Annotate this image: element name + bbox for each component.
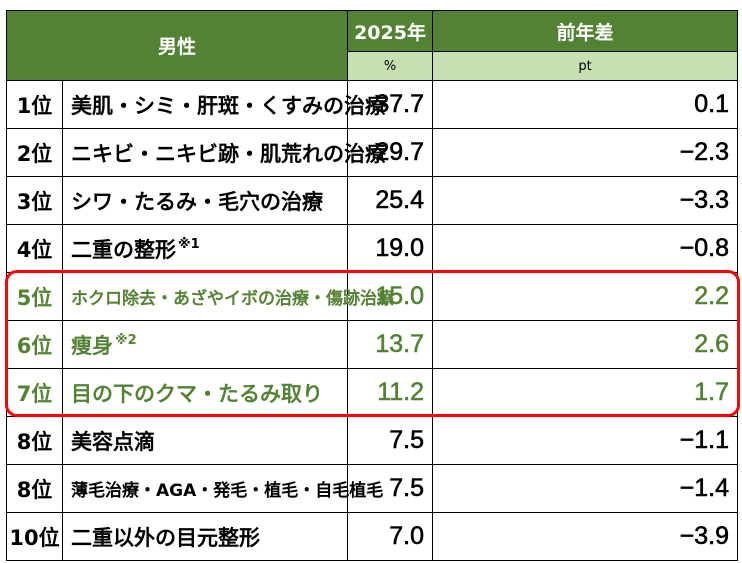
item-label: シワ・たるみ・毛穴の治療 <box>71 189 323 214</box>
item-label: 二重の整形 <box>71 237 176 262</box>
table-row: 8位 薄毛治療・AGA・発毛・植毛・自毛植毛 7.5 −1.4 <box>6 464 739 513</box>
rank: 2位 <box>6 128 63 177</box>
footnote-mark: ※1 <box>178 236 200 252</box>
rank: 5位 <box>6 272 63 321</box>
header-title: 男性 <box>5 10 349 81</box>
unit-percent: % <box>347 51 434 81</box>
value-diff: 0.1 <box>432 80 739 129</box>
value-diff: −3.9 <box>432 512 739 561</box>
ranking-table: 男性 2025年 前年差 % pt 1位 美肌・シミ・肝斑・くすみの治療 37.… <box>5 10 739 561</box>
rank: 1位 <box>6 80 63 129</box>
value-diff: 2.2 <box>432 272 739 321</box>
item-label: 美肌・シミ・肝斑・くすみの治療 <box>71 93 386 118</box>
value-diff: −0.8 <box>432 224 739 273</box>
rank: 4位 <box>6 224 63 273</box>
item-name: 美肌・シミ・肝斑・くすみの治療 <box>61 80 386 129</box>
table-row: 10位 二重以外の目元整形 7.0 −3.9 <box>6 512 739 561</box>
rank: 7位 <box>6 368 63 417</box>
value-diff: 2.6 <box>432 320 739 369</box>
value-2025: 25.4 <box>347 176 434 225</box>
item-name: 薄毛治療・AGA・発毛・植毛・自毛植毛 <box>61 464 383 513</box>
header-year: 2025年 <box>347 10 434 52</box>
value-2025: 19.0 <box>347 224 434 273</box>
item-label: 二重以外の目元整形 <box>71 525 260 550</box>
value-diff: −1.4 <box>432 464 739 513</box>
value-2025: 7.0 <box>347 512 434 561</box>
item-name: ニキビ・ニキビ跡・肌荒れの治療 <box>61 128 386 177</box>
value-2025: 13.7 <box>347 320 434 369</box>
table-row: 7位 目の下のクマ・たるみ取り 11.2 1.7 <box>6 368 739 417</box>
footnote-mark: ※2 <box>115 332 137 348</box>
item-name: シワ・たるみ・毛穴の治療 <box>61 176 349 225</box>
value-diff: −3.3 <box>432 176 739 225</box>
value-2025: 11.2 <box>347 368 434 417</box>
item-label: 薄毛治療・AGA・発毛・植毛・自毛植毛 <box>71 481 384 501</box>
value-diff: 1.7 <box>432 368 739 417</box>
table-row: 3位 シワ・たるみ・毛穴の治療 25.4 −3.3 <box>6 176 739 225</box>
item-name: ホクロ除去・あざやイボの治療・傷跡治療 <box>61 272 394 321</box>
header-diff: 前年差 <box>432 10 739 52</box>
rank: 8位 <box>6 464 63 513</box>
rank: 8位 <box>6 416 63 465</box>
item-name: 目の下のクマ・たるみ取り <box>61 368 349 417</box>
table-row: 8位 美容点滴 7.5 −1.1 <box>6 416 739 465</box>
table-row: 1位 美肌・シミ・肝斑・くすみの治療 37.7 0.1 <box>6 80 739 129</box>
item-name: 美容点滴 <box>61 416 349 465</box>
value-diff: −1.1 <box>432 416 739 465</box>
table-row: 2位 ニキビ・ニキビ跡・肌荒れの治療 29.7 −2.3 <box>6 128 739 177</box>
unit-pt: pt <box>432 51 739 81</box>
table-row: 5位 ホクロ除去・あざやイボの治療・傷跡治療 15.0 2.2 <box>6 272 739 321</box>
item-label: ホクロ除去・あざやイボの治療・傷跡治療 <box>71 289 394 309</box>
item-name: 二重以外の目元整形 <box>61 512 349 561</box>
value-2025: 37.7 <box>347 80 434 129</box>
rank: 10位 <box>6 512 63 561</box>
item-label: ニキビ・ニキビ跡・肌荒れの治療 <box>71 141 386 166</box>
item-label: 目の下のクマ・たるみ取り <box>71 381 323 406</box>
item-name: 痩身 ※2 <box>61 320 349 369</box>
item-label: 美容点滴 <box>71 429 155 454</box>
rank: 6位 <box>6 320 63 369</box>
item-label: 痩身 <box>71 333 113 358</box>
value-2025: 29.7 <box>347 128 434 177</box>
value-2025: 15.0 <box>347 272 434 321</box>
rank: 3位 <box>6 176 63 225</box>
table-row: 6位 痩身 ※2 13.7 2.6 <box>6 320 739 369</box>
value-diff: −2.3 <box>432 128 739 177</box>
value-2025: 7.5 <box>347 416 434 465</box>
item-name: 二重の整形 ※1 <box>61 224 349 273</box>
table-row: 4位 二重の整形 ※1 19.0 −0.8 <box>6 224 739 273</box>
